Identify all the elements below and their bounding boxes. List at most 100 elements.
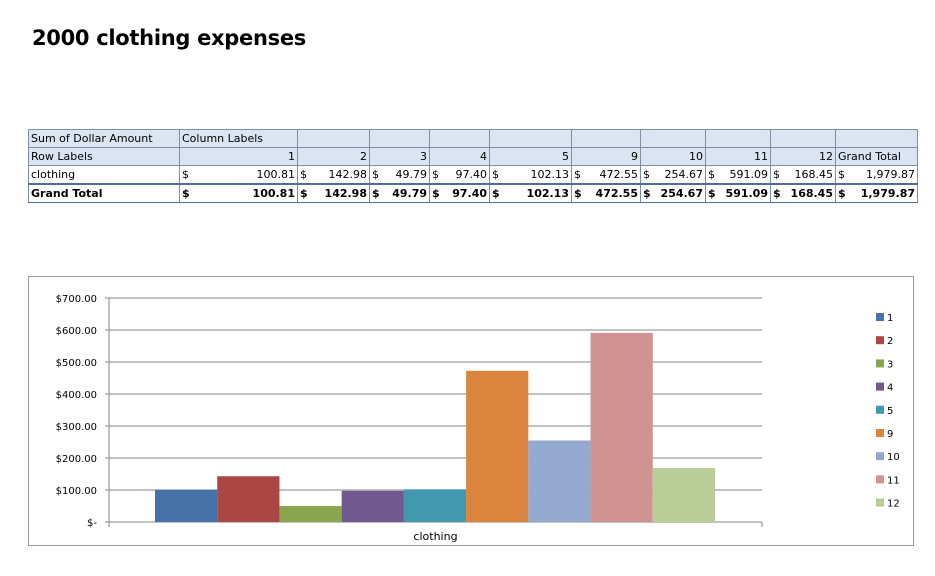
cell-value: 100.81 — [252, 187, 295, 200]
currency-symbol: $ — [708, 187, 716, 200]
legend-swatch — [876, 475, 884, 484]
bar-series-11 — [590, 332, 653, 522]
cell-value: 591.09 — [725, 187, 768, 200]
pivot-cell[interactable]: $49.79 — [369, 183, 430, 203]
pivot-cell[interactable]: $142.98 — [297, 183, 370, 203]
pivot-cell[interactable]: $49.79 — [369, 165, 430, 185]
pivot-cell[interactable]: $254.67 — [640, 183, 706, 203]
currency-symbol: $ — [643, 187, 651, 200]
legend-label: 12 — [887, 499, 900, 510]
pivot-cell[interactable]: $102.13 — [489, 165, 572, 185]
pivot-cell[interactable]: $100.81 — [179, 183, 298, 203]
currency-symbol: $ — [372, 187, 380, 200]
currency-symbol: $ — [574, 187, 582, 200]
pivot-cell[interactable]: $97.40 — [429, 165, 490, 185]
cell-value: 100.81 — [256, 168, 296, 181]
chart-area[interactable]: $- $100.00 $200.00 $300.00 $400.00 $500.00 $60… — [28, 276, 914, 546]
bar-series-10 — [528, 440, 591, 522]
pivot-table: Sum of Dollar Amount Column Labels Row L… — [28, 129, 918, 203]
pivot-cell[interactable]: $142.98 — [297, 165, 370, 185]
pivot-grand-total-cell[interactable]: $1,979.87 — [835, 165, 918, 185]
currency-symbol: $ — [838, 168, 845, 181]
page-title: 2000 clothing expenses — [32, 26, 306, 50]
legend-swatch — [876, 359, 884, 368]
pivot-row-label[interactable]: Grand Total — [28, 183, 180, 203]
bar-chart: $- $100.00 $200.00 $300.00 $400.00 $500.00 $60… — [56, 294, 900, 543]
y-tick-label: $700.00 — [56, 294, 97, 305]
pivot-row-label[interactable]: clothing — [28, 165, 180, 185]
pivot-grand-total-cell[interactable]: $1,979.87 — [835, 183, 918, 203]
pivot-col-header[interactable]: 1 — [179, 147, 298, 166]
pivot-corner-label[interactable]: Sum of Dollar Amount — [28, 129, 180, 148]
pivot-cell[interactable]: $102.13 — [489, 183, 572, 203]
legend-label: 1 — [887, 313, 893, 324]
bar-series-4 — [341, 490, 404, 522]
bar-series-5 — [403, 489, 467, 522]
pivot-grand-total-header[interactable]: Grand Total — [835, 147, 918, 166]
cell-value: 97.40 — [452, 187, 487, 200]
x-category-label: clothing — [413, 530, 457, 543]
legend-label: 9 — [887, 429, 893, 440]
cell-value: 1,979.87 — [860, 187, 915, 200]
cell-value: 168.45 — [794, 168, 834, 181]
bar-series-12 — [652, 468, 715, 522]
currency-symbol: $ — [492, 168, 499, 181]
currency-symbol: $ — [773, 187, 781, 200]
legend-label: 10 — [887, 452, 900, 463]
pivot-header-row-2: Row Labels 1 2 3 4 5 9 10 11 12 Grand To… — [28, 147, 918, 166]
bar-series-2 — [217, 476, 280, 522]
pivot-cell[interactable]: $97.40 — [429, 183, 490, 203]
bar-series-9 — [466, 370, 529, 522]
cell-value: 254.67 — [660, 187, 703, 200]
y-tick-label: $500.00 — [56, 358, 97, 369]
pivot-cell[interactable]: $472.55 — [571, 165, 641, 185]
pivot-col-header[interactable]: 3 — [369, 147, 430, 166]
pivot-cell[interactable]: $168.45 — [770, 183, 836, 203]
y-tick-label: $400.00 — [56, 390, 97, 401]
legend-swatch — [876, 452, 884, 461]
pivot-cell[interactable]: $472.55 — [571, 183, 641, 203]
cell-value: 591.09 — [729, 168, 769, 181]
cell-value: 49.79 — [392, 187, 427, 200]
legend-label: 11 — [887, 475, 900, 486]
pivot-cell[interactable]: $591.09 — [705, 165, 771, 185]
legend-swatch — [876, 336, 884, 345]
pivot-column-labels[interactable]: Column Labels — [179, 129, 298, 148]
cell-value: 102.13 — [530, 168, 570, 181]
legend-swatch — [876, 498, 884, 507]
currency-symbol: $ — [182, 168, 189, 181]
currency-symbol: $ — [182, 187, 190, 200]
pivot-col-header[interactable]: 12 — [770, 147, 836, 166]
pivot-col-header[interactable]: 2 — [297, 147, 370, 166]
currency-symbol: $ — [773, 168, 780, 181]
cell-value: 97.40 — [455, 168, 488, 181]
pivot-cell[interactable]: $168.45 — [770, 165, 836, 185]
pivot-col-header[interactable]: 10 — [640, 147, 706, 166]
pivot-col-header[interactable]: 5 — [489, 147, 572, 166]
pivot-cell[interactable]: $591.09 — [705, 183, 771, 203]
currency-symbol: $ — [432, 187, 440, 200]
pivot-cell[interactable]: $100.81 — [179, 165, 298, 185]
bar-series-3 — [279, 506, 342, 522]
legend-swatch — [876, 405, 884, 414]
pivot-col-header[interactable]: 4 — [429, 147, 490, 166]
legend-label: 4 — [887, 383, 893, 394]
pivot-header-row-1: Sum of Dollar Amount Column Labels — [28, 129, 918, 148]
y-tick-label: $600.00 — [56, 326, 97, 337]
bar-series-1 — [155, 489, 218, 522]
currency-symbol: $ — [574, 168, 581, 181]
pivot-col-header[interactable]: 11 — [705, 147, 771, 166]
cell-value: 168.45 — [790, 187, 833, 200]
legend-swatch — [876, 429, 884, 437]
cell-value: 472.55 — [595, 187, 638, 200]
y-tick-label: $100.00 — [56, 486, 97, 497]
currency-symbol: $ — [838, 187, 846, 200]
pivot-cell[interactable]: $254.67 — [640, 165, 706, 185]
currency-symbol: $ — [372, 168, 379, 181]
pivot-row-labels[interactable]: Row Labels — [28, 147, 180, 166]
legend-label: 2 — [887, 336, 893, 347]
legend-label: 3 — [887, 359, 893, 370]
pivot-col-header[interactable]: 9 — [571, 147, 641, 166]
pivot-total-row: Grand Total $100.81 $142.98 $49.79 $97.40 $10… — [28, 183, 918, 203]
currency-symbol: $ — [300, 168, 307, 181]
